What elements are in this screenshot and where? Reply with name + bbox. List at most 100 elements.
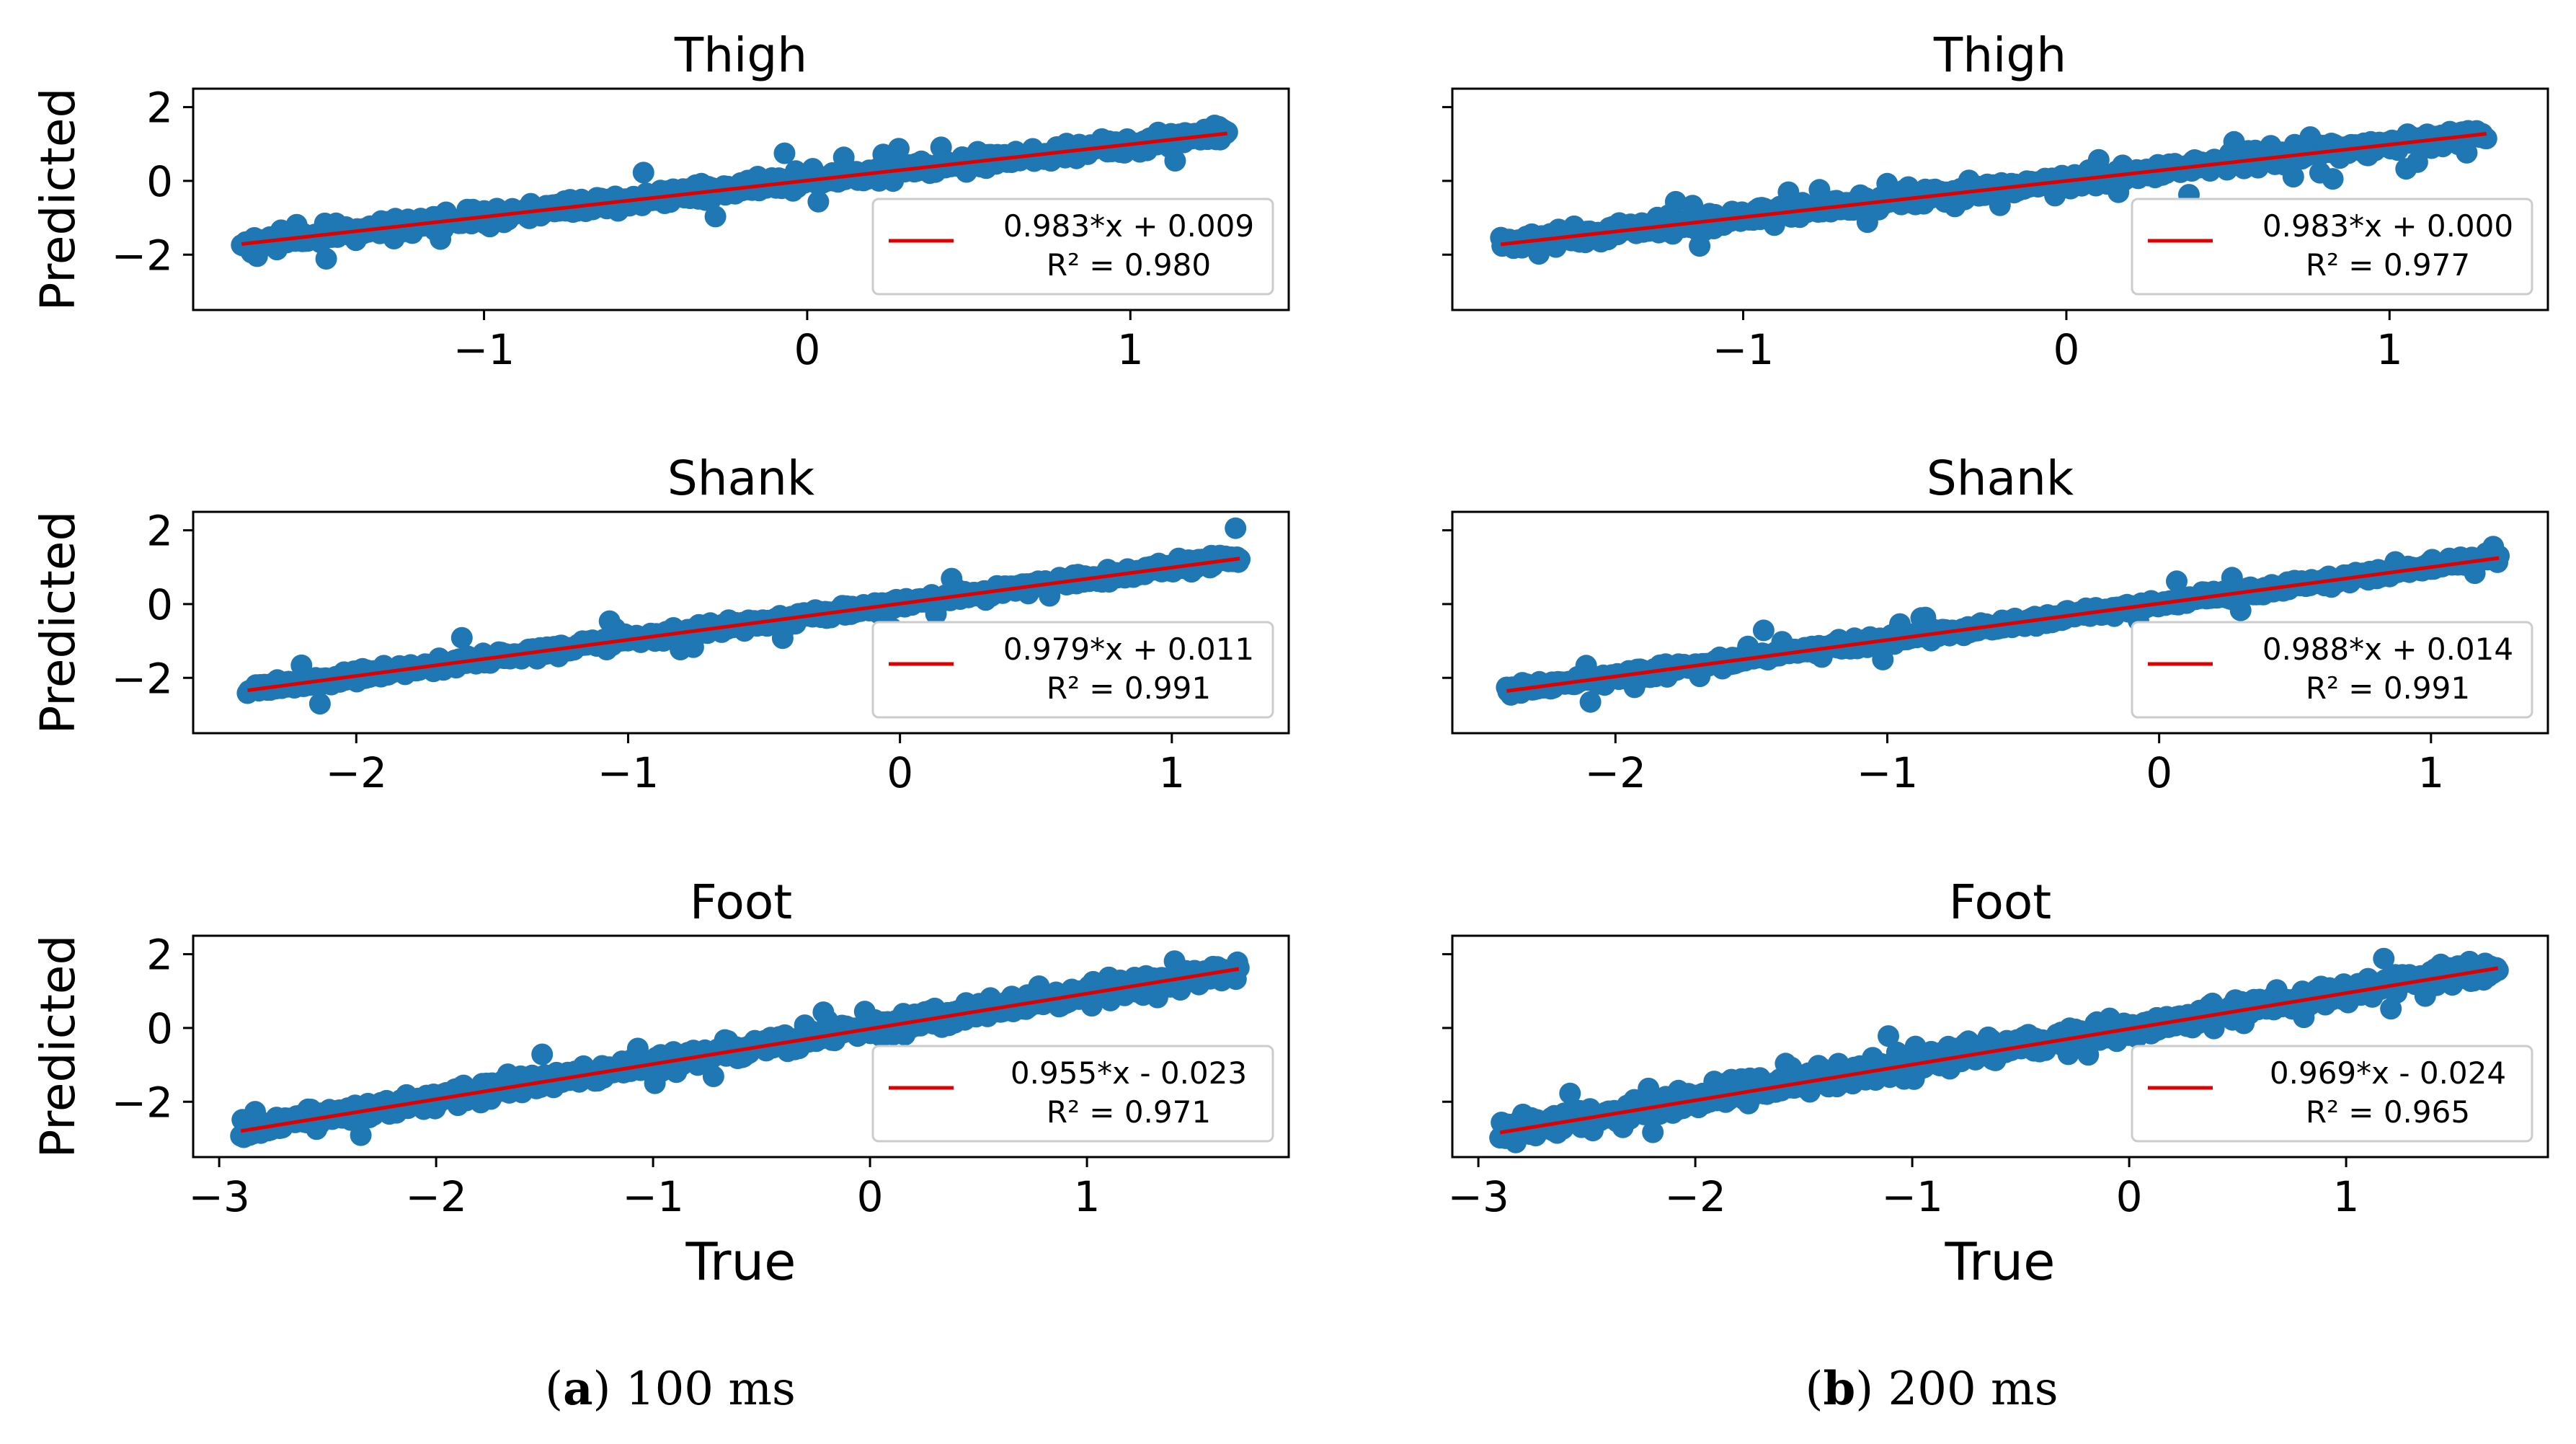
x-tick-label: −1 <box>598 748 659 797</box>
chart-a-thigh-ylabel: Predicted <box>30 88 86 311</box>
chart-a-thigh-axes-frame <box>192 87 1290 311</box>
x-tick-label: −1 <box>1857 748 1919 797</box>
chart-b-thigh-fit-line <box>1500 132 2487 247</box>
legend-equation: 0.979*x + 0.011 <box>1003 632 1254 667</box>
legend-r-squared: R² = 0.991 <box>2306 670 2470 706</box>
x-tick-label: 0 <box>794 325 820 374</box>
scatter-point <box>2488 545 2510 567</box>
chart-b-shank-fit-line <box>1506 556 2500 694</box>
chart-b-thigh-axes-frame <box>1451 87 2549 311</box>
scatter-point <box>1579 691 1602 713</box>
x-tick-label: −2 <box>1664 1172 1726 1221</box>
chart-a-thigh: −1 0 1 −2 0 2 Thigh Predicted 0.983*x + 0.009R² … <box>30 27 1290 374</box>
x-tick-label: 1 <box>1158 748 1185 797</box>
x-tick-label: 0 <box>2146 748 2172 797</box>
caption-b-text: 200 ms <box>1888 1363 2058 1416</box>
legend-box <box>871 621 1274 719</box>
chart-a-foot-title: Foot <box>690 874 792 930</box>
scatter-point <box>1872 648 1894 670</box>
x-tick-label: 1 <box>1117 325 1144 374</box>
legend-r-squared: R² = 0.977 <box>2306 247 2470 283</box>
chart-b-foot-axes-frame <box>1451 934 2549 1159</box>
legend-equation: 0.983*x + 0.009 <box>1003 208 1254 244</box>
chart-b-foot-title: Foot <box>1949 874 2051 930</box>
chart-a-shank: −2 −1 0 1 −2 0 2 Shank Predicted 0.979*x + 0.011R… <box>30 451 1290 797</box>
caption-a: (a) 100 ms <box>545 1362 796 1416</box>
scatter-point <box>2166 570 2188 593</box>
chart-b-foot-fit-line <box>1499 966 2499 1135</box>
caption-b: (b) 200 ms <box>1805 1362 2058 1416</box>
x-tick-label: −2 <box>326 748 388 797</box>
caption-a-letter: a <box>563 1362 592 1416</box>
scatter-point <box>2406 151 2428 173</box>
x-tick-label: −1 <box>1881 1172 1943 1221</box>
legend-r-squared: R² = 0.991 <box>1047 670 1211 706</box>
scatter-point <box>450 626 473 649</box>
y-tick-label: −2 <box>112 654 174 703</box>
scatter-point <box>308 693 331 715</box>
scatter-point <box>632 161 654 184</box>
scatter-point <box>2373 947 2395 970</box>
scatter-point <box>1225 517 1247 539</box>
scatter-point <box>1227 957 1250 979</box>
legend-box <box>871 1045 1274 1143</box>
y-tick-label: 0 <box>146 580 173 629</box>
scatter-point <box>1878 1025 1899 1047</box>
legend-box <box>2131 1045 2533 1143</box>
scatter-point <box>531 1043 554 1066</box>
scatter-point <box>773 142 796 164</box>
x-tick-label: 1 <box>2376 325 2403 374</box>
chart-b-thigh-title: Thigh <box>1933 27 2066 83</box>
chart-a-foot-xlabel: True <box>685 1231 796 1292</box>
scatter-point <box>2282 166 2304 188</box>
scatter-point <box>315 248 337 270</box>
scatter-point <box>350 1124 372 1146</box>
legend-equation: 0.983*x + 0.000 <box>2262 208 2513 244</box>
x-tick-label: −1 <box>453 325 515 374</box>
chart-a-foot-fit-line <box>240 967 1240 1133</box>
scatter-point <box>2475 128 2497 150</box>
legend-equation: 0.955*x - 0.023 <box>1011 1055 1247 1091</box>
scatter-point <box>1216 121 1238 143</box>
y-tick-label: 2 <box>146 931 173 980</box>
scatter-point <box>2487 959 2509 981</box>
legend-box <box>871 198 1274 296</box>
scatter-point <box>1164 150 1186 172</box>
x-tick-label: −3 <box>1447 1172 1509 1221</box>
scatter-point <box>1642 1121 1664 1143</box>
x-tick-label: 1 <box>2333 1172 2360 1221</box>
x-tick-label: −1 <box>622 1172 684 1221</box>
legend-r-squared: R² = 0.980 <box>1047 247 1211 283</box>
legend-equation: 0.969*x - 0.024 <box>2270 1055 2506 1091</box>
scatter-point <box>1752 619 1775 642</box>
chart-a-shank-axes-frame <box>192 510 1290 735</box>
chart-a-thigh-fit-line <box>241 131 1228 246</box>
legend-equation: 0.988*x + 0.014 <box>2262 632 2513 667</box>
x-tick-label: 0 <box>2053 325 2079 374</box>
scatter-point <box>1664 190 1687 213</box>
y-tick-label: 0 <box>146 157 173 206</box>
legend-r-squared: R² = 0.971 <box>1047 1094 1211 1130</box>
chart-b-shank-axes-frame <box>1451 510 2549 735</box>
chart-b-shank-title: Shank <box>1927 451 2074 506</box>
scatter-point <box>702 1066 724 1087</box>
chart-a-shank-fit-line <box>247 557 1240 693</box>
x-tick-label: 0 <box>2116 1172 2143 1221</box>
scatter-point <box>1559 1082 1581 1104</box>
x-tick-label: −1 <box>1713 325 1775 374</box>
x-tick-label: 1 <box>2417 748 2444 797</box>
chart-a-thigh-title: Thigh <box>674 27 807 83</box>
scatter-point <box>807 190 830 213</box>
chart-a-foot: −3 −2 −1 0 1 −2 0 2 Foot Predicted True 0.955*x - 0… <box>30 874 1290 1292</box>
chart-a-foot-axes-frame <box>192 934 1290 1159</box>
x-tick-label: −2 <box>405 1172 467 1221</box>
